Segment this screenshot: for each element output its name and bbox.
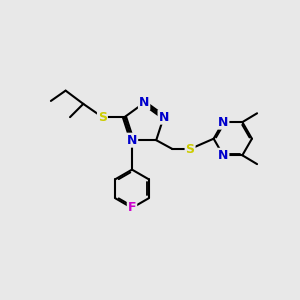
Text: N: N <box>139 96 149 110</box>
Text: N: N <box>218 149 228 162</box>
Text: N: N <box>127 134 137 147</box>
Text: F: F <box>128 201 136 214</box>
Text: S: S <box>186 142 195 155</box>
Text: N: N <box>158 111 169 124</box>
Text: N: N <box>218 116 228 129</box>
Text: S: S <box>98 111 107 124</box>
